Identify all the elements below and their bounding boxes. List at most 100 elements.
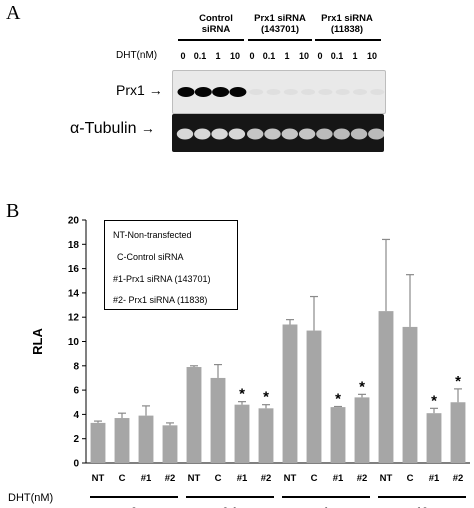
legend-box: NT-Non-transfected C-Control siRNA #1-Pr…	[104, 220, 238, 310]
y-tick-label: 18	[68, 240, 80, 251]
x-tick-label: #2	[357, 473, 368, 484]
tubulin-band	[350, 128, 368, 140]
bar	[402, 326, 418, 463]
legend-item: #2- Prx1 siRNA (11838)	[113, 295, 208, 305]
significance-marker: *	[455, 373, 461, 390]
x-tick-label: C	[215, 473, 222, 484]
dht-label-b: DHT(nM)	[8, 492, 53, 504]
x-tick-label: #2	[261, 473, 272, 484]
prx1-band	[335, 89, 350, 95]
bar	[330, 407, 346, 463]
group-label-line2: (143701)	[260, 24, 300, 35]
tubulin-band	[247, 128, 264, 140]
legend-item: C-Control siRNA	[117, 252, 184, 262]
y-axis-label: RLA	[30, 328, 45, 355]
prx1-band	[194, 87, 212, 97]
y-tick-label: 2	[73, 434, 79, 445]
significance-marker: *	[431, 392, 437, 409]
x-tick-label: NT	[380, 473, 393, 484]
lane-labels: 0 0.1 1 10 0 0.1 1 10 0 0.1 1 10	[0, 51, 474, 65]
lane-label: 0	[317, 51, 323, 61]
legend-item: NT-Non-transfected	[113, 230, 192, 240]
group-label-line2: siRNA	[201, 24, 231, 35]
significance-marker: *	[239, 386, 245, 403]
tubulin-band	[316, 128, 333, 140]
dose-group-label: 1	[323, 506, 329, 508]
lane-label: 10	[298, 51, 309, 61]
bar	[378, 311, 394, 463]
significance-marker: *	[359, 378, 365, 395]
bar	[138, 415, 154, 463]
lane-label: 0	[180, 51, 186, 61]
prx1-label: Prx1 →	[116, 82, 163, 98]
lane-label: 1	[352, 51, 358, 61]
lane-label: 10	[229, 51, 240, 61]
lane-label: 1	[215, 51, 221, 61]
dose-group-label: 10	[416, 506, 428, 508]
prx1-band	[212, 87, 230, 97]
y-tick-label: 6	[73, 386, 79, 397]
y-tick-label: 16	[68, 264, 80, 275]
bar	[186, 367, 202, 463]
x-tick-label: NT	[92, 473, 105, 484]
group-underline	[315, 39, 381, 41]
tubulin-band	[176, 128, 194, 140]
bar	[354, 397, 370, 463]
tubulin-blot	[172, 114, 385, 152]
arrow-right-icon: →	[140, 120, 155, 136]
tubulin-band	[281, 128, 298, 140]
bar	[282, 324, 298, 463]
chart-x-labels: NT C #1 #2 NT C #1 #2 NT C #1 #2 NT C #1 #2 0 0.1 1 10 DHT(n…	[8, 473, 466, 508]
tubulin-band	[368, 128, 385, 140]
prx1-bands	[177, 87, 385, 97]
prx1-band	[370, 89, 385, 95]
prx1-band	[266, 89, 281, 95]
x-tick-label: #1	[141, 473, 152, 484]
tubulin-band	[211, 128, 228, 140]
bar	[162, 425, 178, 463]
dose-group-label: 0	[131, 506, 137, 508]
significance-marker: *	[263, 389, 269, 406]
tubulin-text: α-Tubulin	[70, 120, 137, 137]
x-tick-label: #1	[237, 473, 248, 484]
chart-bars: * * * * * *	[90, 238, 466, 463]
lane-label: 1	[284, 51, 290, 61]
prx1-band	[177, 87, 195, 97]
group-label-line2: (11838)	[330, 24, 364, 35]
prx1-band	[318, 89, 333, 95]
tubulin-label: α-Tubulin →	[70, 120, 155, 138]
bar	[234, 404, 250, 463]
dht-label-a: DHT(nM)	[116, 50, 158, 61]
group-label-line1: Prx1 siRNA	[254, 13, 306, 24]
dose-group-label: 0.1	[222, 506, 237, 508]
tubulin-band	[228, 128, 246, 140]
prx1-band	[301, 89, 316, 95]
prx1-text: Prx1	[116, 82, 145, 98]
bar	[90, 422, 106, 463]
panel-a-letter: A	[6, 2, 21, 24]
x-tick-label: #1	[333, 473, 344, 484]
x-tick-label: NT	[284, 473, 297, 484]
tubulin-band	[264, 128, 281, 140]
group-label-control: Control siRNA	[184, 13, 248, 35]
tubulin-bands	[176, 128, 385, 140]
y-tick-label: 4	[73, 410, 79, 421]
bar	[450, 402, 466, 463]
x-tick-label: #2	[453, 473, 464, 484]
group-underline	[178, 39, 244, 41]
tubulin-band	[298, 128, 316, 140]
prx1-band	[283, 89, 298, 95]
prx1-blot	[172, 70, 386, 114]
tubulin-band	[333, 128, 350, 140]
group-label-line1: Control	[199, 13, 233, 24]
y-tick-label: 12	[68, 313, 80, 324]
x-tick-label: C	[119, 473, 126, 484]
prx1-band	[249, 89, 264, 95]
group-underline	[248, 39, 312, 41]
arrow-right-icon: →	[148, 82, 163, 98]
lane-label: 0.1	[193, 51, 207, 61]
bar	[306, 330, 322, 463]
lane-label: 0.1	[262, 51, 276, 61]
x-tick-label: C	[311, 473, 318, 484]
group-label-prx1-11838: Prx1 siRNA (11838)	[314, 13, 380, 35]
